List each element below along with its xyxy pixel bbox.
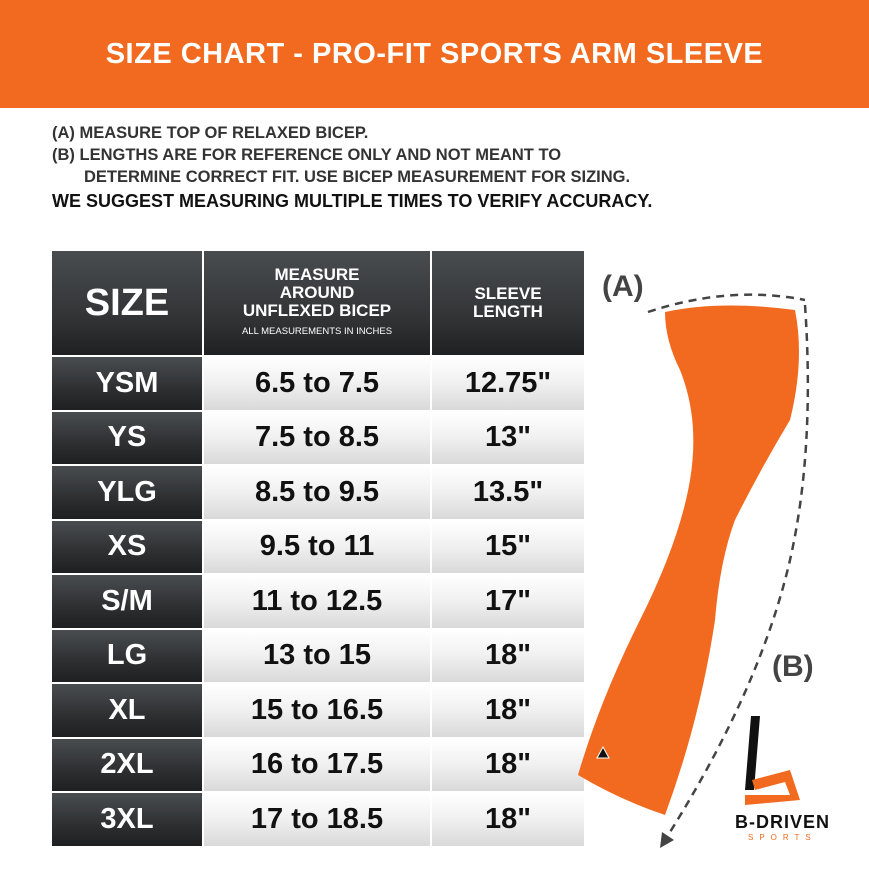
brand-name: B-DRIVEN: [735, 812, 831, 832]
arm-sleeve-illustration: [578, 293, 810, 848]
note-suggest: WE SUGGEST MEASURING MULTIPLE TIMES TO V…: [52, 191, 653, 211]
bicep-cell: 6.5 to 7.5: [204, 357, 430, 410]
size-cell: 3XL: [52, 793, 202, 846]
table-row: YLG 8.5 to 9.5 13.5": [52, 466, 584, 519]
length-cell: 18": [432, 793, 584, 846]
table-row: S/M 11 to 12.5 17": [52, 575, 584, 628]
length-cell: 18": [432, 738, 584, 791]
size-cell: 2XL: [52, 738, 202, 791]
bicep-cell: 7.5 to 8.5: [204, 411, 430, 464]
note-b-cont: DETERMINE CORRECT FIT. USE BICEP MEASURE…: [84, 168, 631, 186]
bicep-cell: 13 to 15: [204, 629, 430, 682]
size-cell: YLG: [52, 466, 202, 519]
header-measure-line3: UNFLEXED BICEP: [242, 300, 392, 320]
table-row: 3XL 17 to 18.5 18": [52, 793, 584, 846]
length-cell: 18": [432, 684, 584, 737]
instructions: (A) MEASURE TOP OF RELAXED BICEP. (B) LE…: [52, 122, 652, 212]
brand-sub: SPORTS: [748, 833, 817, 842]
header-length: SLEEVE LENGTH: [432, 251, 584, 355]
header-size: SIZE: [52, 251, 202, 355]
size-cell: XS: [52, 520, 202, 573]
brand-logo: [745, 716, 760, 790]
header-length-line2: LENGTH: [473, 302, 543, 321]
size-cell: XL: [52, 684, 202, 737]
table-row: XS 9.5 to 11 15": [52, 520, 584, 573]
header-measure-line2: AROUND: [279, 282, 355, 302]
bicep-cell: 15 to 16.5: [204, 684, 430, 737]
header-length-line1: SLEEVE: [474, 284, 542, 303]
table-row: YSM 6.5 to 7.5 12.75": [52, 357, 584, 410]
table-row: LG 13 to 15 18": [52, 629, 584, 682]
bicep-cell: 9.5 to 11: [204, 520, 430, 573]
length-cell: 15": [432, 520, 584, 573]
label-b: (B): [772, 650, 814, 683]
size-cell: S/M: [52, 575, 202, 628]
bicep-cell: 16 to 17.5: [204, 738, 430, 791]
bicep-cell: 17 to 18.5: [204, 793, 430, 846]
bicep-cell: 11 to 12.5: [204, 575, 430, 628]
size-table: SIZE MEASURE AROUND UNFLEXED BICEP ALL M…: [50, 249, 586, 848]
note-b: (B) LENGTHS ARE FOR REFERENCE ONLY AND N…: [52, 146, 562, 164]
page-title: SIZE CHART - PRO-FIT SPORTS ARM SLEEVE: [0, 0, 869, 108]
header-measure-sub: ALL MEASUREMENTS IN INCHES: [241, 325, 393, 337]
sleeve-shape: [578, 305, 799, 815]
table-row: XL 15 to 16.5 18": [52, 684, 584, 737]
header-measure: MEASURE AROUND UNFLEXED BICEP ALL MEASUR…: [204, 251, 430, 355]
size-cell: YSM: [52, 357, 202, 410]
length-cell: 12.75": [432, 357, 584, 410]
length-cell: 18": [432, 629, 584, 682]
label-a: (A): [602, 270, 644, 303]
table-row: YS 7.5 to 8.5 13": [52, 411, 584, 464]
size-cell: LG: [52, 629, 202, 682]
note-a: (A) MEASURE TOP OF RELAXED BICEP.: [52, 124, 369, 142]
size-cell: YS: [52, 411, 202, 464]
length-cell: 13.5": [432, 466, 584, 519]
length-cell: 17": [432, 575, 584, 628]
bicep-cell: 8.5 to 9.5: [204, 466, 430, 519]
table-row: 2XL 16 to 17.5 18": [52, 738, 584, 791]
length-cell: 13": [432, 411, 584, 464]
header-measure-line1: MEASURE: [274, 264, 360, 284]
